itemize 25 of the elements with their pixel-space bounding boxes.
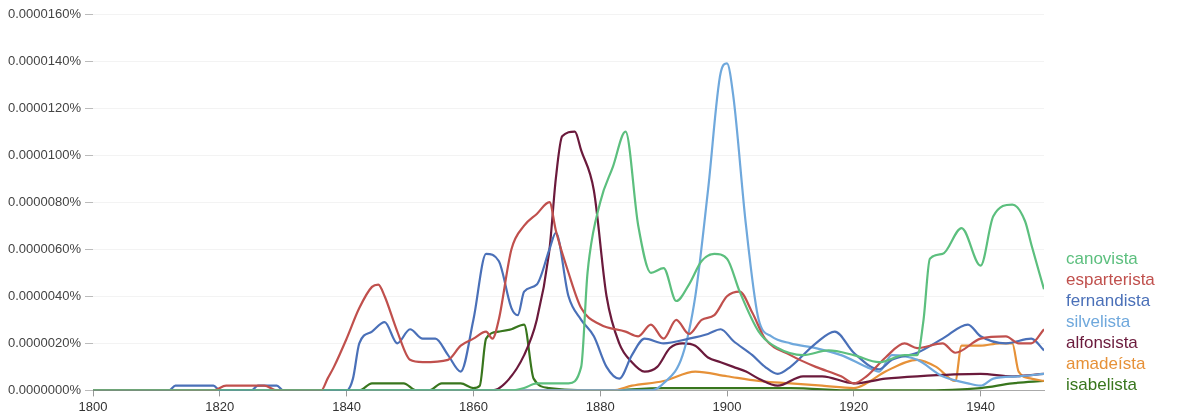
y-tick-label: 0.0000120%: [8, 99, 82, 115]
x-tick-label: 1840: [332, 398, 362, 414]
series-label: isabelista: [1066, 374, 1138, 394]
series-label: amadeísta: [1066, 353, 1146, 373]
text: fernandista: [1066, 290, 1151, 310]
x-tick-label: 1860: [458, 398, 488, 414]
y-tick-label: 0.0000000%: [8, 381, 82, 397]
y-tick-label: 0.0000100%: [8, 146, 82, 162]
text: silvelista: [1066, 311, 1131, 331]
series-label: canovista: [1066, 248, 1139, 268]
text: esparterista: [1066, 269, 1156, 289]
x-tick-label: 1820: [205, 398, 235, 414]
x-tick-label: 1920: [839, 398, 869, 414]
y-tick-label: 0.0000060%: [8, 240, 82, 256]
x-tick-label: 1800: [78, 398, 108, 414]
x-tick-label: 1880: [585, 398, 615, 414]
y-tick-label: 0.0000160%: [8, 5, 82, 21]
series-label: alfonsista: [1066, 332, 1139, 352]
y-tick-label: 0.0000080%: [8, 193, 82, 209]
x-tick-label: 1900: [712, 398, 742, 414]
y-tick-label: 0.0000140%: [8, 52, 82, 68]
line-series: [93, 130, 1044, 391]
x-tick-label: 1940: [966, 398, 996, 414]
y-tick-label: 0.0000020%: [8, 334, 82, 350]
y-tick-label: 0.0000040%: [8, 287, 82, 303]
